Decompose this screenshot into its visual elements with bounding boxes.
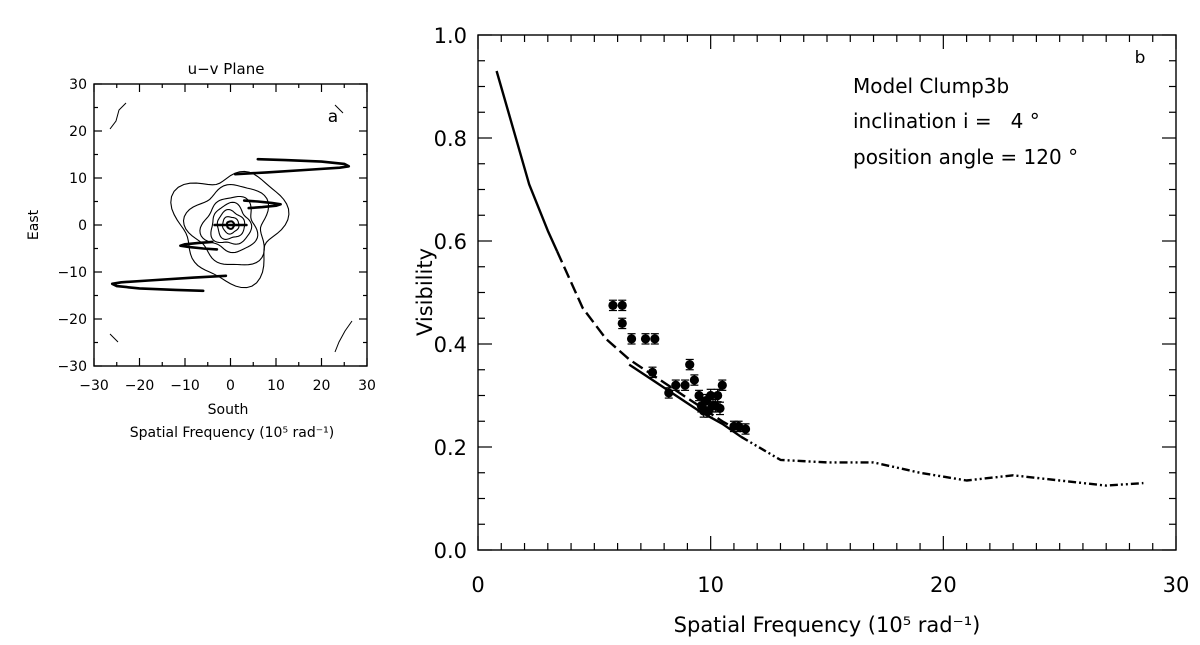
panel-a-ylabel: East — [26, 209, 42, 240]
data-point — [647, 366, 658, 379]
model-curve-solid — [628, 363, 742, 438]
uv-track — [242, 199, 282, 210]
data-marker — [706, 390, 716, 401]
corner-contour — [109, 333, 119, 343]
contour-line — [199, 195, 259, 254]
panel-a-uv-tracks — [110, 157, 351, 293]
corner-contour — [334, 320, 353, 353]
data-point — [608, 299, 618, 312]
panel-a-xlabel: South — [208, 402, 249, 418]
annotation-position-angle: position angle = 120 ° — [853, 145, 1078, 169]
annotation-inclination: inclination i = 4 ° — [853, 109, 1040, 133]
panel-b: b 0 10 20 30 0.0 0.2 0.4 0.6 0.8 1.0 Model Clump3… — [413, 24, 1189, 637]
data-marker — [740, 424, 751, 434]
data-marker — [715, 403, 725, 413]
data-marker — [650, 334, 660, 344]
data-marker — [733, 421, 744, 431]
panel-a-xtick-label: −30 — [79, 378, 109, 394]
uv-track — [110, 274, 228, 293]
data-marker — [617, 318, 627, 328]
data-point — [617, 299, 627, 312]
panel-a-ytick-label: 20 — [69, 124, 87, 140]
panel-a-corner-contours — [109, 102, 353, 353]
panel-a-xtick-label: −10 — [170, 378, 200, 394]
contour-line — [182, 183, 270, 266]
data-point — [664, 387, 674, 399]
panel-b-xlabel: Spatial Frequency (10⁵ rad⁻¹) — [674, 613, 981, 637]
panel-a-ytick-label: 0 — [78, 218, 87, 234]
data-point — [640, 333, 651, 345]
data-point — [715, 401, 725, 416]
model-curve-solid — [495, 70, 559, 252]
data-marker — [664, 388, 674, 398]
panel-b-ytick-label: 0.2 — [434, 436, 467, 460]
panel-b-ytick-label: 1.0 — [434, 24, 467, 48]
panel-b-data-points — [608, 299, 751, 435]
data-point — [626, 333, 637, 345]
data-marker — [626, 334, 637, 344]
panel-b-xtick-label: 30 — [1163, 573, 1190, 597]
panel-a-ytick-label: −20 — [57, 312, 87, 328]
data-point — [650, 333, 660, 345]
panel-a-xtick-label: 20 — [313, 378, 331, 394]
panel-b-xtick-label: 10 — [697, 573, 724, 597]
panel-b-ytick-label: 0.8 — [434, 127, 467, 151]
panel-b-model-curves — [495, 70, 1144, 487]
data-marker — [685, 360, 695, 370]
data-point — [740, 423, 751, 435]
panel-a-xtick-label: 10 — [267, 378, 285, 394]
annotation-model: Model Clump3b — [853, 74, 1009, 98]
data-marker — [617, 300, 627, 310]
data-point — [694, 389, 704, 402]
panel-b-ytick-label: 0.4 — [434, 333, 467, 357]
contour-line — [210, 201, 253, 245]
data-marker — [608, 300, 618, 310]
panel-a-ytick-label: −30 — [57, 359, 87, 375]
panel-a-xlabel2: Spatial Frequency (10⁵ rad⁻¹) — [130, 425, 334, 441]
panel-a-label: a — [328, 107, 338, 127]
contour-line — [170, 170, 290, 289]
panel-b-ylabel: Visibility — [413, 248, 437, 336]
uv-track — [179, 240, 219, 251]
panel-a: u−v Plane a −30 −20 −10 0 10 20 30 −30 −20 −10 0 10… — [26, 60, 376, 441]
data-marker — [713, 390, 723, 401]
panel-b-label: b — [1135, 48, 1146, 68]
panel-b-ytick-label: 0.0 — [434, 539, 467, 563]
model-curve-dashdot — [740, 435, 1144, 487]
data-marker — [640, 334, 651, 344]
data-point — [733, 420, 744, 433]
data-point — [685, 358, 695, 371]
data-marker — [689, 375, 699, 385]
uv-track — [233, 157, 351, 176]
data-marker — [671, 380, 681, 390]
panel-b-frame — [477, 34, 1177, 551]
data-marker — [680, 380, 690, 390]
panel-b-xtick-label: 0 — [471, 573, 484, 597]
panel-a-xtick-label: 0 — [226, 378, 235, 394]
corner-contour — [109, 102, 127, 130]
panel-b-xtick-label: 20 — [930, 573, 957, 597]
panel-a-title: u−v Plane — [188, 60, 265, 78]
data-point — [671, 379, 681, 391]
panel-a-ytick-label: −10 — [57, 265, 87, 281]
panel-b-ticks: 0 10 20 30 0.0 0.2 0.4 0.6 0.8 1.0 — [434, 24, 1190, 597]
panel-a-contours — [170, 170, 290, 289]
panel-a-xtick-label: 30 — [358, 378, 376, 394]
panel-a-xtick-label: −20 — [125, 378, 155, 394]
panel-a-ytick-label: 30 — [69, 77, 87, 93]
data-point — [717, 379, 727, 391]
data-point — [680, 379, 690, 391]
panel-a-ticks: −30 −20 −10 0 10 20 30 −30 −20 −10 0 10 20 30 — [57, 77, 375, 394]
panel-b-ytick-label: 0.6 — [434, 230, 467, 254]
data-marker — [647, 367, 658, 377]
data-marker — [694, 390, 704, 401]
data-point — [689, 374, 699, 386]
data-marker — [717, 380, 727, 390]
corner-contour — [334, 104, 344, 114]
data-point — [617, 317, 627, 330]
panel-a-ytick-label: 10 — [69, 171, 87, 187]
